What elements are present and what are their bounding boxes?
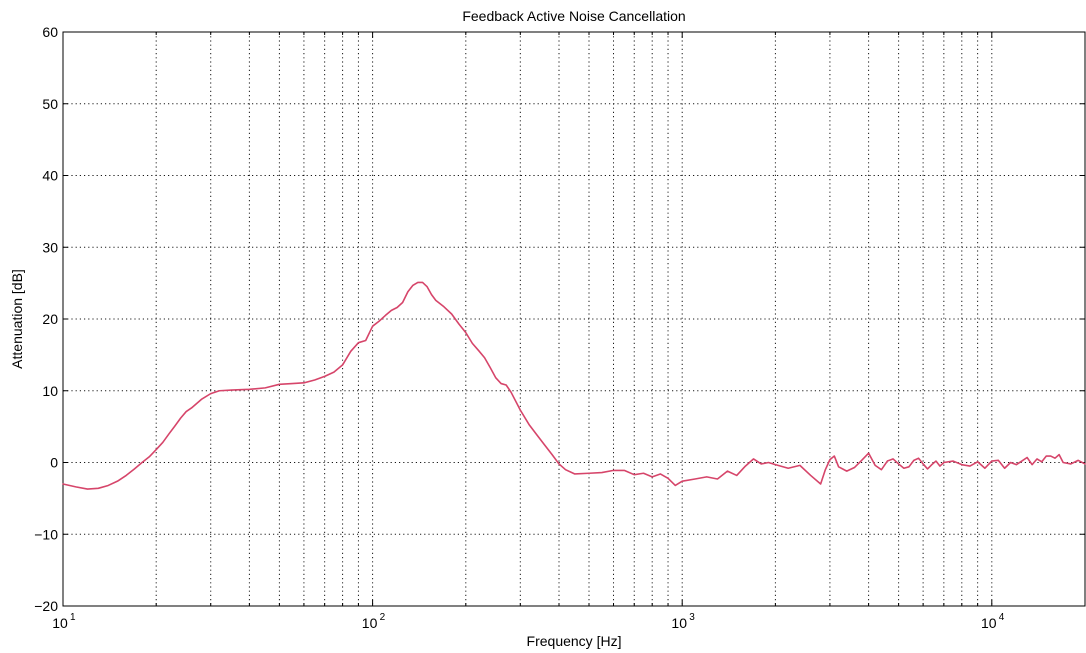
y-tick-label: 30 xyxy=(42,239,58,255)
x-tick-label: 10 3 xyxy=(671,612,695,631)
y-tick-label: −20 xyxy=(34,598,58,614)
x-tick-label-base: 10 xyxy=(362,615,378,631)
y-tick-label: −10 xyxy=(34,526,58,542)
y-tick-label: 40 xyxy=(42,168,58,184)
x-tick-label: 10 4 xyxy=(981,612,1005,631)
chart-title: Feedback Active Noise Cancellation xyxy=(462,8,685,24)
x-axis-label: Frequency [Hz] xyxy=(527,633,622,649)
y-tick-label: 0 xyxy=(50,455,58,471)
x-tick-label: 10 2 xyxy=(362,612,386,631)
series-layer xyxy=(62,281,1086,490)
y-tick-label: 50 xyxy=(42,96,58,112)
plot-frame xyxy=(62,31,1086,607)
x-tick-label-exponent: 1 xyxy=(70,612,76,623)
x-tick-label-exponent: 4 xyxy=(999,612,1005,623)
y-tick-label: 60 xyxy=(42,24,58,40)
x-tick-label-exponent: 3 xyxy=(689,612,695,623)
x-tick-label-base: 10 xyxy=(671,615,687,631)
x-tick-label-base: 10 xyxy=(981,615,997,631)
x-tick-label-base: 10 xyxy=(52,615,68,631)
series-line-0 xyxy=(62,281,1086,490)
y-tick-label: 20 xyxy=(42,311,58,327)
grid-layer xyxy=(63,32,1085,606)
y-tick-label: 10 xyxy=(42,383,58,399)
x-tick-label-exponent: 2 xyxy=(380,612,386,623)
x-tick-label: 10 1 xyxy=(52,612,76,631)
y-axis-label: Attenuation [dB] xyxy=(9,269,25,369)
